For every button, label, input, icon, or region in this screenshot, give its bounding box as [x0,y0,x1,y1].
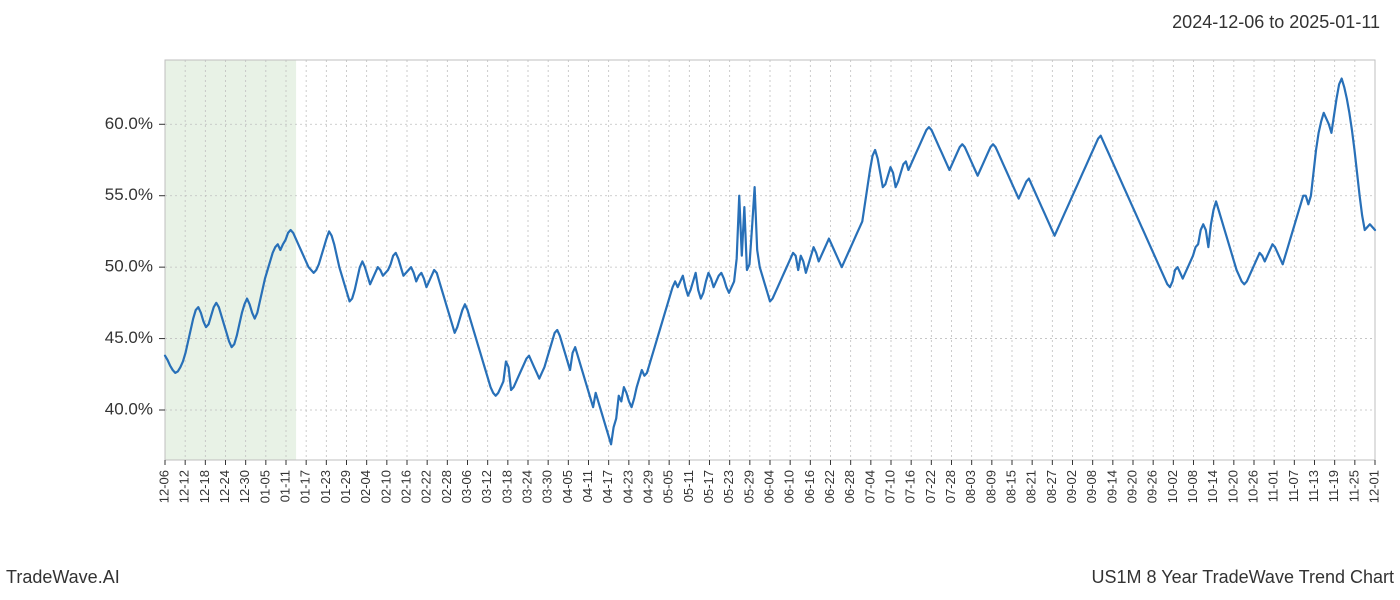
xtick-label: 01-11 [277,470,292,502]
xtick-label: 08-03 [963,470,978,503]
xtick-label: 12-12 [177,470,192,503]
xtick-label: 09-08 [1084,470,1099,503]
xtick-label: 02-16 [398,470,413,503]
xtick-label: 05-23 [721,470,736,503]
xtick-label: 04-23 [620,470,635,503]
xtick-label: 06-04 [761,470,776,503]
xtick-label: 10-08 [1185,470,1200,503]
xtick-label: 03-06 [459,470,474,503]
xtick-label: 01-29 [338,470,353,503]
xtick-label: 03-30 [540,470,555,503]
xtick-label: 12-06 [156,470,171,503]
xtick-label: 04-11 [580,470,595,502]
trend-chart: 40.0% 45.0% 50.0% 55.0% 60.0% 12-06 12-12 12-18… [0,50,1400,550]
xtick-label: 09-20 [1124,470,1139,503]
xtick-label: 03-18 [499,470,514,503]
xtick-label: 11-13 [1306,470,1321,502]
xtick-label: 08-09 [983,470,998,503]
xtick-label: 12-30 [237,470,252,503]
xtick-label: 08-21 [1024,470,1039,503]
xtick-label: 06-16 [802,470,817,503]
xtick-label: 05-11 [681,470,696,502]
xtick-label: 07-04 [862,470,877,503]
xtick-label: 05-05 [661,470,676,503]
xtick-label: 08-15 [1003,470,1018,503]
xtick-label: 02-22 [419,470,434,503]
xtick-label: 03-24 [519,470,534,503]
xtick-label: 12-24 [217,470,232,503]
xtick-label: 07-28 [943,470,958,503]
date-range: 2024-12-06 to 2025-01-11 [1172,12,1380,33]
highlight-band [165,60,296,460]
xtick-label: 06-28 [842,470,857,503]
xtick-label: 02-10 [378,470,393,503]
xtick-label: 06-10 [782,470,797,503]
xtick-label: 06-22 [822,470,837,503]
xtick-label: 04-29 [640,470,655,503]
xtick-label: 11-01 [1266,470,1281,502]
xtick-label: 09-14 [1104,470,1119,503]
xtick-label: 05-17 [701,470,716,503]
xtick-label: 07-16 [903,470,918,503]
xtick-label: 04-05 [560,470,575,503]
ytick-label: 60.0% [105,114,153,133]
xtick-label: 09-02 [1064,470,1079,503]
xtick-label: 11-07 [1286,470,1301,502]
ytick-label: 50.0% [105,257,153,276]
ytick-label: 45.0% [105,328,153,347]
ytick-label: 40.0% [105,399,153,418]
brand-label: TradeWave.AI [6,567,120,588]
xtick-label: 09-26 [1145,470,1160,503]
xtick-label: 05-29 [741,470,756,503]
xtick-label: 03-12 [479,470,494,503]
xtick-label: 10-14 [1205,470,1220,503]
xtick-label: 08-27 [1044,470,1059,503]
xtick-label: 02-04 [358,470,373,503]
xtick-label: 12-01 [1366,470,1381,503]
chart-svg: 40.0% 45.0% 50.0% 55.0% 60.0% 12-06 12-12 12-18… [0,50,1400,550]
xtick-label: 07-10 [882,470,897,503]
xtick-label: 01-05 [257,470,272,503]
xtick-label: 12-18 [197,470,212,503]
xtick-label: 10-26 [1245,470,1260,503]
xtick-label: 01-23 [318,470,333,503]
xtick-label: 07-22 [923,470,938,503]
xtick-label: 11-19 [1326,470,1341,502]
xtick-label: 11-25 [1346,470,1361,502]
xtick-label: 04-17 [600,470,615,503]
chart-title: US1M 8 Year TradeWave Trend Chart [1092,567,1394,588]
xtick-label: 10-20 [1225,470,1240,503]
ytick-label: 55.0% [105,185,153,204]
xtick-label: 02-28 [439,470,454,503]
xtick-label: 10-02 [1165,470,1180,503]
xtick-label: 01-17 [298,470,313,503]
